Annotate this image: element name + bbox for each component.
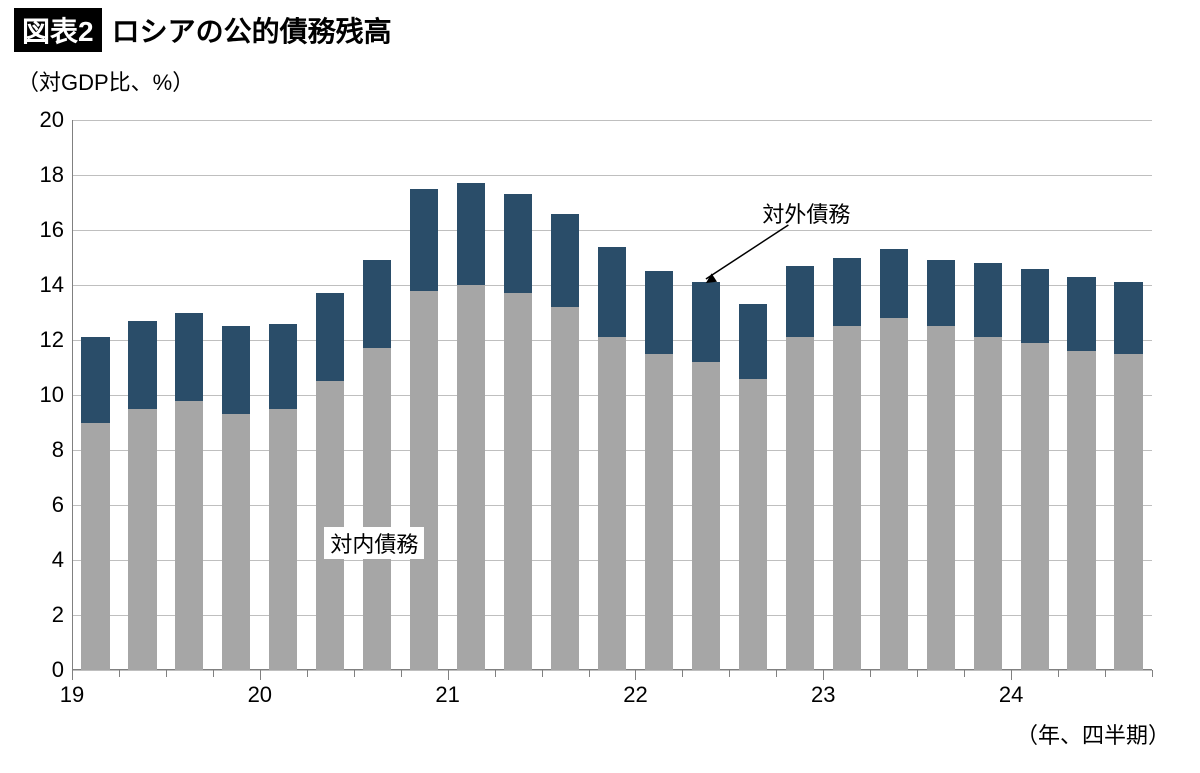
x-tick-minor [119,670,120,677]
x-tick-minor [682,670,683,677]
x-tick-minor [354,670,355,677]
legend-arrow-icon [72,120,1152,670]
x-tick-label: 24 [999,682,1023,708]
y-tick-label: 4 [52,547,72,573]
x-tick-minor [729,670,730,677]
chart-plot-area: 02468101214161820192021222324対内債務対外債務 [72,120,1152,670]
x-tick-label: 22 [623,682,647,708]
figure-badge: 図表2 [14,8,102,52]
x-tick-major [635,670,636,680]
x-tick-minor [166,670,167,677]
x-tick-major [448,670,449,680]
y-tick-label: 20 [40,107,72,133]
y-tick-label: 8 [52,437,72,463]
chart-plot: 02468101214161820192021222324対内債務対外債務 [72,120,1152,670]
x-tick-major [1011,670,1012,680]
y-tick-label: 6 [52,492,72,518]
y-tick-label: 16 [40,217,72,243]
x-tick-major [72,670,73,680]
x-tick-minor [870,670,871,677]
x-tick-minor [542,670,543,677]
x-tick-major [260,670,261,680]
x-tick-minor [589,670,590,677]
chart-header: 図表2 ロシアの公的債務残高 [0,0,1200,52]
y-tick-label: 0 [52,657,72,683]
x-tick-label: 19 [60,682,84,708]
chart-title: ロシアの公的債務残高 [112,10,392,50]
x-tick-minor [401,670,402,677]
x-tick-major [823,670,824,680]
x-tick-minor [964,670,965,677]
y-tick-label: 14 [40,272,72,298]
y-tick-label: 10 [40,382,72,408]
x-tick-label: 20 [248,682,272,708]
x-tick-minor [1152,670,1153,677]
x-axis-label: （年、四半期） [1016,718,1170,750]
x-tick-minor [495,670,496,677]
x-tick-label: 21 [435,682,459,708]
x-tick-minor [1058,670,1059,677]
x-tick-minor [917,670,918,677]
gridline [72,670,1152,671]
y-axis-label: （対GDP比、%） [17,65,194,97]
x-tick-minor [307,670,308,677]
x-tick-minor [213,670,214,677]
y-tick-label: 12 [40,327,72,353]
x-tick-label: 23 [811,682,835,708]
x-tick-minor [1105,670,1106,677]
x-tick-minor [776,670,777,677]
y-tick-label: 18 [40,162,72,188]
y-tick-label: 2 [52,602,72,628]
